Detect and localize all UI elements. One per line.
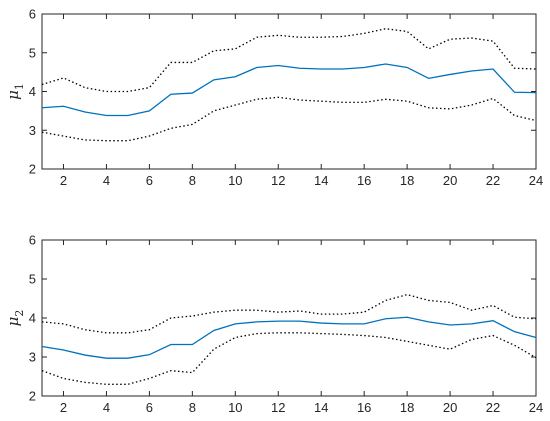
y-tick-label: 5 [29, 272, 36, 287]
tick-marks [42, 13, 537, 170]
y-axis-label: μ1 [4, 83, 26, 100]
x-tick-label: 4 [103, 173, 110, 188]
x-tick-label: 6 [146, 173, 153, 188]
series-line-mean [41, 63, 537, 117]
x-tick-label: 16 [357, 400, 371, 415]
x-tick-label: 8 [189, 400, 196, 415]
x-tick-label: 24 [529, 173, 543, 188]
series-line-mean [41, 316, 537, 359]
x-tick-label: 10 [228, 173, 242, 188]
x-tick-label: 14 [314, 400, 328, 415]
axes-box [41, 239, 537, 397]
y-tick-label: 6 [29, 233, 36, 248]
y-axis-label-subscript: 1 [13, 83, 26, 90]
y-tick-label: 4 [29, 311, 36, 326]
y-axis-label-symbol: μ [4, 90, 22, 100]
x-tick-label: 8 [189, 173, 196, 188]
y-axis-label: μ2 [4, 310, 26, 327]
x-tick-label: 16 [357, 173, 371, 188]
x-tick-label: 18 [400, 400, 414, 415]
x-tick-label: 14 [314, 173, 328, 188]
y-tick-label: 6 [29, 7, 36, 22]
y-axis-label-symbol: μ [4, 317, 22, 327]
y-tick-label: 3 [29, 350, 36, 365]
series-line-upper-bound [41, 28, 537, 93]
y-tick-label: 5 [29, 45, 36, 60]
y-tick-label: 2 [29, 162, 36, 177]
x-tick-label: 2 [60, 173, 67, 188]
x-tick-label: 24 [529, 400, 543, 415]
x-tick-label: 20 [443, 173, 457, 188]
x-tick-label: 10 [228, 400, 242, 415]
x-tick-label: 18 [400, 173, 414, 188]
x-tick-label: 6 [146, 400, 153, 415]
axes-box [41, 13, 537, 170]
x-tick-label: 12 [271, 400, 285, 415]
x-tick-label: 20 [443, 400, 457, 415]
x-tick-label: 2 [60, 400, 67, 415]
x-tick-label: 22 [486, 400, 500, 415]
series-group [41, 293, 537, 385]
x-tick-label: 12 [271, 173, 285, 188]
y-axis-label-subscript: 2 [13, 310, 26, 317]
series-line-lower-bound [41, 332, 537, 385]
y-tick-label: 4 [29, 84, 36, 99]
x-tick-label: 22 [486, 173, 500, 188]
x-tick-label: 4 [103, 400, 110, 415]
tick-marks [42, 239, 537, 397]
y-tick-label: 3 [29, 123, 36, 138]
y-tick-label: 2 [29, 389, 36, 404]
series-group [41, 28, 537, 142]
